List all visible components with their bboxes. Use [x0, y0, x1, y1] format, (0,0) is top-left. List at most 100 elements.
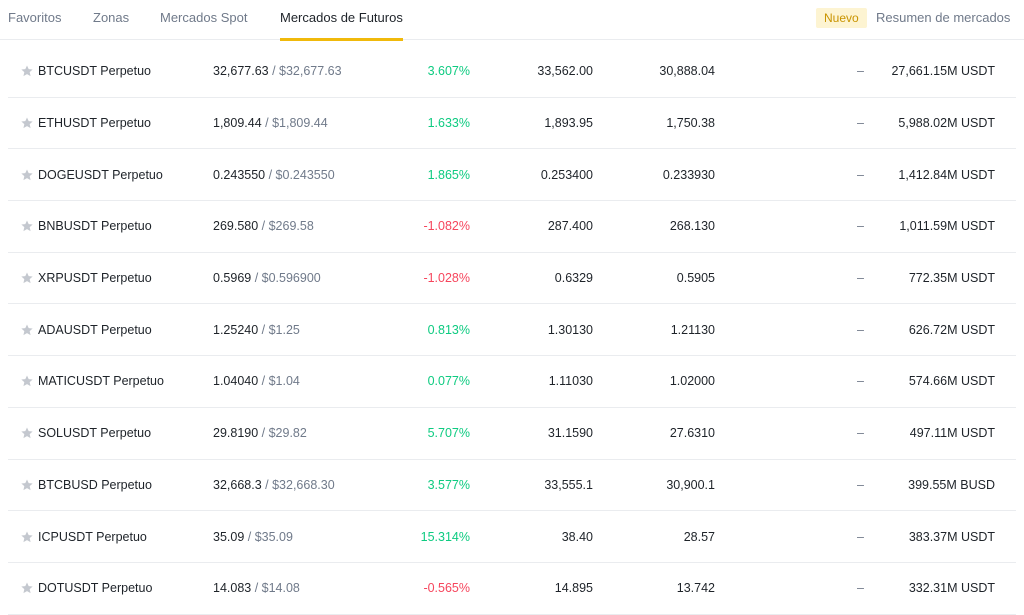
price-value: 1,809.44: [213, 116, 262, 131]
low-24h: 30,888.04: [659, 64, 715, 79]
volume-24h: 772.35M USDT: [908, 271, 995, 286]
price-usd: / $1,809.44: [261, 116, 328, 131]
placeholder-dash: –: [857, 581, 864, 596]
placeholder-dash: –: [857, 426, 864, 441]
price-usd: / $32,677.63: [268, 64, 342, 79]
price-value: 1.04040: [213, 374, 259, 389]
volume-24h: 574.66M USDT: [908, 374, 995, 389]
tab-mercados-spot[interactable]: Mercados Spot: [160, 10, 248, 25]
tab-favoritos[interactable]: Favoritos: [8, 10, 62, 25]
placeholder-dash: –: [857, 167, 864, 182]
change-percent: 5.707%: [427, 426, 470, 441]
high-24h: 1,893.95: [544, 116, 593, 131]
price-usd: / $14.08: [251, 581, 300, 596]
placeholder-dash: –: [857, 477, 864, 492]
last-price: 35.09 / $35.09: [213, 530, 293, 544]
low-24h: 0.233930: [662, 167, 715, 182]
symbol-name[interactable]: BNBUSDT Perpetuo: [38, 219, 152, 234]
high-24h: 1.11030: [548, 374, 593, 389]
placeholder-dash: –: [857, 271, 864, 286]
price-value: 29.8190: [213, 426, 259, 441]
favorite-star-icon[interactable]: [20, 64, 34, 78]
table-row[interactable]: BNBUSDT Perpetuo 269.580 / $269.58 -1.082%…: [8, 201, 1016, 253]
price-usd: / $269.58: [258, 219, 314, 234]
high-24h: 14.895: [554, 581, 593, 596]
table-row[interactable]: BTCBUSD Perpetuo 32,668.3 / $32,668.30 3.5…: [8, 460, 1016, 512]
market-summary-link[interactable]: Resumen de mercados: [876, 10, 1011, 25]
favorite-star-icon[interactable]: [20, 271, 34, 285]
favorite-star-icon[interactable]: [20, 323, 34, 337]
low-24h: 1,750.38: [666, 116, 715, 131]
placeholder-dash: –: [857, 64, 864, 79]
table-row[interactable]: ETHUSDT Perpetuo 1,809.44 / $1,809.44 1.63…: [8, 98, 1016, 150]
volume-24h: 332.31M USDT: [908, 581, 995, 596]
tab-mercados-futuros[interactable]: Mercados de Futuros: [280, 0, 403, 41]
volume-24h: 383.37M USDT: [908, 529, 995, 544]
symbol-name[interactable]: ADAUSDT Perpetuo: [38, 322, 152, 337]
price-value: 0.243550: [213, 167, 266, 182]
low-24h: 13.742: [676, 581, 715, 596]
volume-24h: 1,011.59M USDT: [899, 219, 995, 234]
high-24h: 33,562.00: [537, 64, 593, 79]
high-24h: 31.1590: [547, 426, 593, 441]
price-usd: / $29.82: [258, 426, 307, 441]
price-value: 1.25240: [213, 322, 259, 337]
placeholder-dash: –: [857, 374, 864, 389]
price-usd: / $0.596900: [251, 271, 321, 286]
volume-24h: 27,661.15M USDT: [891, 64, 995, 79]
table-row[interactable]: MATICUSDT Perpetuo 1.04040 / $1.04 0.077% 1…: [8, 356, 1016, 408]
symbol-name[interactable]: XRPUSDT Perpetuo: [38, 271, 152, 286]
table-row[interactable]: SOLUSDT Perpetuo 29.8190 / $29.82 5.707% 31…: [8, 408, 1016, 460]
placeholder-dash: –: [857, 219, 864, 234]
symbol-name[interactable]: BTCUSDT Perpetuo: [38, 64, 152, 79]
price-usd: / $0.243550: [265, 167, 335, 182]
table-row[interactable]: ICPUSDT Perpetuo 35.09 / $35.09 15.314% 38.…: [8, 511, 1016, 563]
low-24h: 30,900.1: [666, 477, 715, 492]
last-price: 1,809.44 / $1,809.44: [213, 116, 328, 130]
symbol-name[interactable]: SOLUSDT Perpetuo: [38, 426, 152, 441]
price-usd: / $1.04: [258, 374, 300, 389]
symbol-name[interactable]: DOTUSDT Perpetuo: [38, 581, 153, 596]
high-24h: 0.6329: [554, 271, 593, 286]
favorite-star-icon[interactable]: [20, 374, 34, 388]
favorite-star-icon[interactable]: [20, 116, 34, 130]
placeholder-dash: –: [857, 322, 864, 337]
favorite-star-icon[interactable]: [20, 530, 34, 544]
high-24h: 38.40: [561, 529, 593, 544]
table-row[interactable]: BTCUSDT Perpetuo 32,677.63 / $32,677.63 3.…: [8, 46, 1016, 98]
tab-zonas[interactable]: Zonas: [93, 10, 130, 25]
symbol-name[interactable]: BTCBUSD Perpetuo: [38, 477, 152, 492]
symbol-name[interactable]: MATICUSDT Perpetuo: [38, 374, 164, 389]
change-percent: -0.565%: [423, 581, 470, 596]
last-price: 32,677.63 / $32,677.63: [213, 64, 342, 78]
low-24h: 1.02000: [669, 374, 715, 389]
high-24h: 287.400: [547, 219, 593, 234]
table-row[interactable]: DOTUSDT Perpetuo 14.083 / $14.08 -0.565% 14…: [8, 563, 1016, 615]
low-24h: 27.6310: [669, 426, 715, 441]
favorite-star-icon[interactable]: [20, 219, 34, 233]
price-value: 32,668.3: [213, 477, 262, 492]
symbol-name[interactable]: ICPUSDT Perpetuo: [38, 529, 147, 544]
table-row[interactable]: ADAUSDT Perpetuo 1.25240 / $1.25 0.813% 1.3…: [8, 304, 1016, 357]
table-row[interactable]: XRPUSDT Perpetuo 0.5969 / $0.596900 -1.028…: [8, 253, 1016, 305]
change-percent: -1.028%: [423, 271, 470, 286]
low-24h: 28.57: [683, 529, 715, 544]
table-row[interactable]: DOGEUSDT Perpetuo 0.243550 / $0.243550 1.8…: [8, 149, 1016, 202]
low-24h: 1.21130: [670, 322, 715, 337]
high-24h: 0.253400: [540, 167, 593, 182]
change-percent: 15.314%: [420, 529, 470, 544]
low-24h: 268.130: [669, 219, 715, 234]
price-value: 32,677.63: [213, 64, 269, 79]
futures-market-table: BTCUSDT Perpetuo 32,677.63 / $32,677.63 3.…: [8, 46, 1024, 615]
change-percent: 1.865%: [427, 167, 470, 182]
placeholder-dash: –: [857, 116, 864, 131]
placeholder-dash: –: [857, 529, 864, 544]
favorite-star-icon[interactable]: [20, 478, 34, 492]
symbol-name[interactable]: DOGEUSDT Perpetuo: [38, 167, 163, 182]
favorite-star-icon[interactable]: [20, 426, 34, 440]
favorite-star-icon[interactable]: [20, 581, 34, 595]
change-percent: 1.633%: [427, 116, 470, 131]
favorite-star-icon[interactable]: [20, 168, 34, 182]
symbol-name[interactable]: ETHUSDT Perpetuo: [38, 116, 152, 131]
price-usd: / $32,668.30: [261, 477, 335, 492]
